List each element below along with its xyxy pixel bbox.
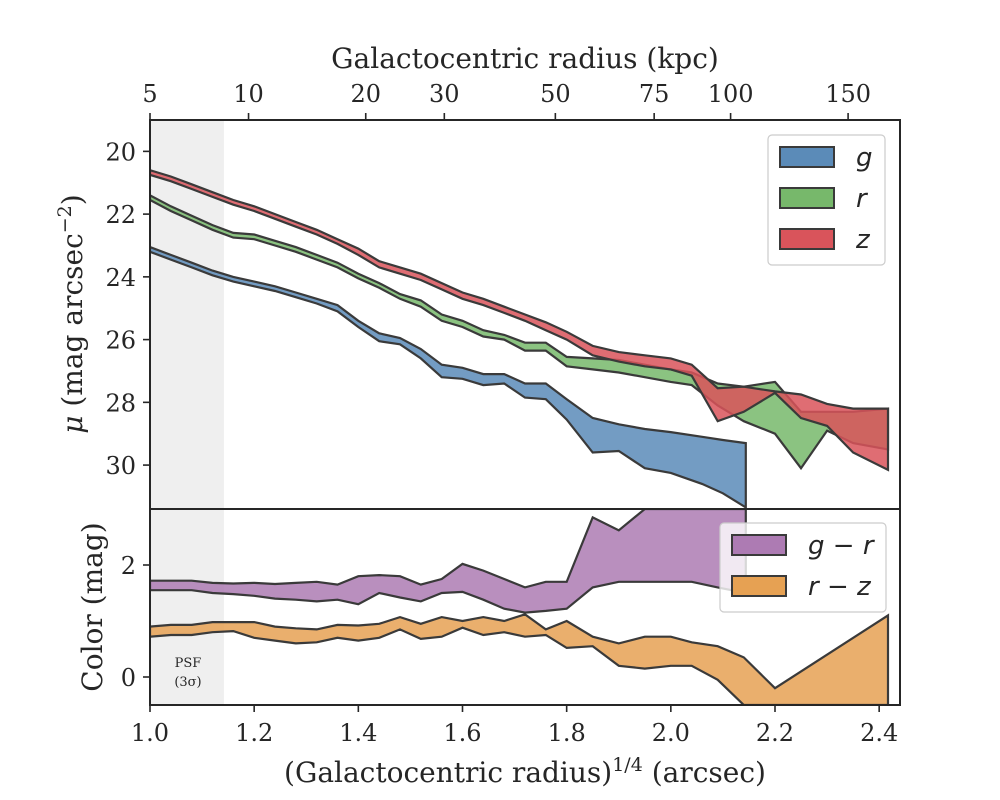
top-axis-tick-label: 5 (142, 80, 157, 108)
y-tick-label-top: 22 (105, 201, 136, 229)
bottom-panel-frame (149, 508, 901, 706)
top-axis-tick-label: 10 (233, 80, 264, 108)
x-axis-label: (Galactocentric radius)1/4 (arcsec) (284, 754, 766, 789)
top-axis-tick-label: 100 (708, 80, 754, 108)
x-tick-label: 2.2 (756, 719, 794, 747)
top-axis-tick-label: 50 (540, 80, 571, 108)
y-tick-label-top: 24 (105, 264, 136, 292)
y-tick-label-top: 28 (105, 389, 136, 417)
y-tick-label-top: 20 (105, 138, 136, 166)
x-tick-label: 1.4 (339, 719, 377, 747)
top-axis-label: Galactocentric radius (kpc) (331, 42, 719, 75)
psf-shade-bottom (150, 509, 224, 705)
top-y-axis-label: μ (mag arcsec−2) (54, 194, 89, 433)
top-axis-tick-label: 150 (825, 80, 871, 108)
y-tick-label-top: 26 (105, 327, 136, 355)
top-axis-tick-label: 75 (639, 80, 670, 108)
legend-label-g: g (856, 143, 873, 173)
psf-note-line2: (3σ) (174, 675, 201, 690)
legend-label-z: z (855, 225, 871, 255)
psf-note-line1: PSF (175, 656, 202, 671)
axis-ticks: 1.0 1.2 1.4 1.6 1.8 2.0 2.2 2.4 20 22 24 26 28 30 0 2 5 1… (105, 80, 898, 747)
x-tick-label: 1.8 (548, 719, 586, 747)
x-tick-label: 2.0 (652, 719, 690, 747)
y-tick-label-bottom: 0 (121, 664, 136, 692)
top-axis-tick-label: 30 (429, 80, 460, 108)
legend-label-r-z: r − z (808, 572, 872, 602)
x-tick-label: 1.2 (235, 719, 273, 747)
legend-swatch-g (779, 146, 835, 168)
legend-swatch-g-r (731, 534, 787, 556)
band-g-r (151, 509, 747, 614)
legend-swatch-r-z (731, 575, 787, 597)
band-z (151, 169, 890, 472)
legend-top: grz (767, 134, 886, 266)
y-tick-label-top: 30 (105, 452, 136, 480)
legend-swatch-r (779, 187, 835, 209)
bottom-y-axis-label: Color (mag) (76, 522, 109, 691)
legend-label-g-r: g − r (808, 531, 876, 561)
y-tick-label-bottom: 2 (121, 552, 136, 580)
legend-bottom: g − r r − z (719, 522, 887, 613)
band-r-z (151, 613, 890, 704)
x-tick-label: 1.6 (443, 719, 481, 747)
surface-brightness-bands (151, 169, 890, 508)
legend-swatch-z (779, 228, 835, 250)
top-axis-tick-label: 20 (350, 80, 381, 108)
x-tick-label: 1.0 (131, 719, 169, 747)
legend-label-r: r (856, 184, 869, 214)
x-tick-label: 2.4 (860, 719, 898, 747)
band-g (151, 246, 747, 508)
